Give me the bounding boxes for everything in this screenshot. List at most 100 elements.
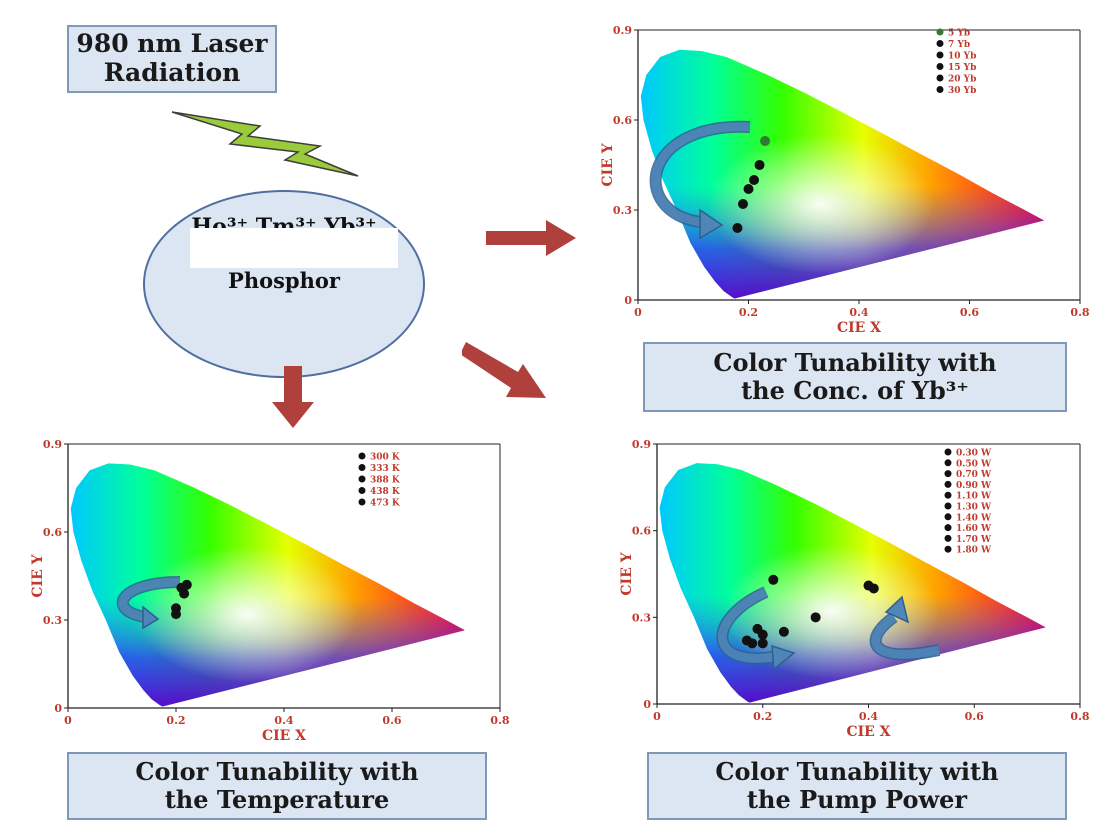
cie-white-point-glow [640,49,1045,299]
data-point [778,626,789,637]
legend-label: 0.30 W [956,449,992,459]
x-axis-label: CIE X [262,728,306,744]
legend-marker [944,513,952,521]
laser-label-box: 980 nm Laser Radiation [67,25,277,93]
legend-label: 1.70 W [956,535,992,545]
x-tick-label: 0.8 [490,714,509,727]
laser-label-line2: Radiation [103,58,241,87]
y-axis-label: CIE Y [30,553,46,597]
data-point [868,583,879,594]
y-tick-label: 0.9 [613,24,632,37]
legend-marker [358,475,366,483]
legend-label: 1.40 W [956,513,992,523]
legend-label: 20 Yb [948,75,976,85]
curved-arrow-head [699,208,724,240]
x-tick-label: 0.4 [859,710,878,723]
y-tick-label: 0.9 [43,438,62,451]
legend-label: 1.30 W [956,503,992,513]
legend-marker [944,480,952,488]
cie-chart-temp: 0 0.2 0.4 0.6 0.8 0 0.3 0.6 0.9 CIE X CIE Y 300 K 33… [30,432,520,754]
legend-label: 0.90 W [956,481,992,491]
x-tick-label: 0.4 [849,306,868,319]
legend-marker [936,74,944,82]
y-tick-label: 0 [643,698,651,711]
y-tick-label: 0.6 [632,525,651,538]
x-tick-label: 0.4 [274,714,293,727]
data-point [810,612,821,623]
x-tick-label: 0.2 [753,710,772,723]
data-point [757,638,768,649]
curved-arrow-head [771,644,796,671]
legend-marker [944,470,952,478]
phosphor-label: Phosphor [228,268,340,293]
cie-chart-conc: 0 0.2 0.4 0.6 0.8 0 0.3 0.6 0.9 CIE X CIE Y 5 Yb 7 Y… [600,12,1090,342]
data-point [737,199,748,209]
caption-conc-line2: the Conc. of Yb³⁺ [741,376,969,405]
legend-marker [936,51,944,59]
y-tick-label: 0.9 [632,438,651,451]
legend-label: 10 Yb [948,52,976,62]
legend-marker [944,448,952,456]
legend-marker [358,464,366,471]
data-point [760,136,771,146]
legend-label: 30 Yb [948,86,976,96]
curved-arrow-head [142,605,160,630]
legend-marker [358,452,366,460]
x-tick-label: 0.8 [1070,710,1089,723]
y-tick-label: 0.3 [43,614,62,627]
cie-white-point-glow [70,463,465,707]
caption-temp-line2: the Temperature [164,785,390,814]
legend-marker [936,28,944,36]
legend-marker [944,534,952,542]
x-tick-label: 0.6 [965,710,984,723]
data-point [743,184,754,194]
data-point [754,160,765,170]
caption-pump-line2: the Pump Power [746,785,968,814]
caption-temp: Color Tunability with the Temperature [67,752,487,820]
arrow-down-icon [272,366,314,428]
y-tick-label: 0.3 [613,204,632,217]
x-tick-label: 0.2 [739,306,758,319]
legend-label: 388 K [370,476,401,486]
caption-pump: Color Tunability with the Pump Power [647,752,1067,820]
y-axis-label: CIE Y [600,142,616,186]
legend-label: 0.70 W [956,470,992,480]
curved-arrow-icon [651,122,751,227]
x-tick-label: 0.6 [960,306,979,319]
y-axis-label: CIE Y [619,551,635,595]
legend-marker [944,524,952,532]
legend-marker [936,63,944,70]
redaction-block [190,228,398,268]
legend-label: 5 Yb [948,29,970,39]
legend-marker [944,545,952,553]
legend-label: 473 K [370,499,401,509]
arrow-diagonal-icon [462,342,546,398]
data-point [757,629,768,640]
legend-label: 1.80 W [956,546,992,556]
curved-arrow-head [884,595,910,624]
legend-marker [944,502,952,510]
legend-label: 1.10 W [956,492,992,502]
legend-label: 300 K [370,453,401,463]
y-tick-label: 0.6 [613,114,632,127]
caption-temp-line1: Color Tunability with [135,757,419,787]
laser-label-line1: 980 nm Laser [76,29,268,59]
x-tick-label: 0 [634,306,642,319]
data-point [749,175,760,185]
x-axis-label: CIE X [837,320,881,336]
y-tick-label: 0 [624,294,632,307]
x-tick-label: 0 [64,714,72,727]
y-tick-label: 0 [54,702,62,715]
legend-marker [936,86,944,93]
legend-label: 15 Yb [948,63,976,73]
data-point [732,223,743,233]
caption-conc: Color Tunability with the Conc. of Yb³⁺ [643,342,1067,412]
curved-arrow-icon [118,577,181,622]
legend-marker [944,459,952,467]
y-tick-label: 0.6 [43,526,62,539]
legend-label: 7 Yb [948,40,970,50]
x-tick-label: 0.6 [382,714,401,727]
x-tick-label: 0 [653,710,661,723]
y-tick-label: 0.3 [632,611,651,624]
